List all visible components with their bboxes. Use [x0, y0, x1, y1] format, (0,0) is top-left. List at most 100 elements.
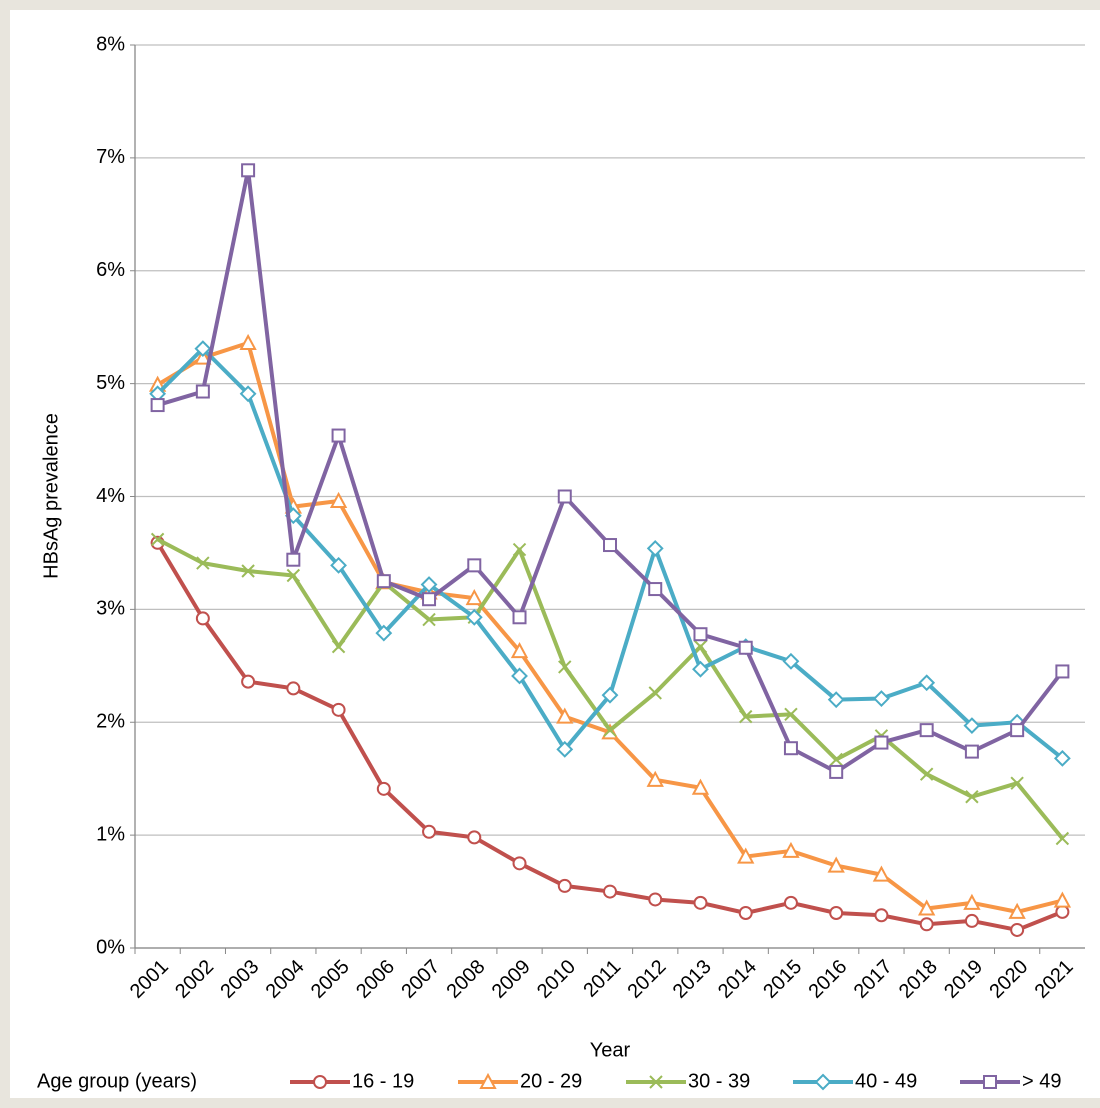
- marker: [195, 611, 210, 626]
- marker: [873, 690, 890, 707]
- marker: [691, 778, 710, 795]
- marker: [983, 1075, 997, 1089]
- marker: [1008, 902, 1026, 919]
- marker: [827, 691, 845, 709]
- marker: [964, 744, 979, 759]
- marker: [965, 790, 979, 804]
- marker: [603, 884, 617, 899]
- marker: [829, 906, 844, 921]
- marker: [739, 709, 753, 724]
- marker: [1010, 776, 1024, 790]
- marker: [1053, 749, 1071, 767]
- marker: [467, 558, 482, 573]
- y-tick-label: 4%: [96, 485, 125, 507]
- y-axis-title: HBsAg prevalence: [40, 413, 62, 579]
- marker: [467, 830, 482, 845]
- marker: [313, 1075, 327, 1089]
- marker: [601, 686, 619, 704]
- marker: [648, 686, 662, 700]
- marker: [150, 532, 165, 547]
- legend-label: 40 - 49: [855, 1070, 917, 1092]
- marker: [196, 556, 210, 570]
- marker: [331, 639, 346, 654]
- marker: [422, 612, 436, 627]
- marker: [465, 588, 483, 606]
- marker: [738, 640, 753, 655]
- marker: [827, 856, 845, 873]
- marker: [919, 723, 934, 738]
- marker: [692, 660, 709, 678]
- marker: [558, 660, 572, 674]
- marker: [376, 781, 391, 796]
- marker: [511, 667, 528, 685]
- marker: [784, 707, 798, 722]
- marker: [648, 582, 663, 597]
- marker: [649, 1075, 663, 1089]
- y-tick-label: 1%: [96, 823, 125, 845]
- marker: [150, 398, 165, 413]
- marker: [964, 913, 979, 928]
- marker: [693, 627, 708, 642]
- marker: [375, 624, 393, 642]
- marker: [195, 384, 210, 399]
- y-tick-label: 8%: [96, 33, 125, 55]
- marker: [194, 340, 212, 358]
- marker: [603, 538, 617, 553]
- marker: [872, 865, 891, 882]
- marker: [738, 906, 753, 921]
- marker: [422, 824, 437, 839]
- marker: [963, 717, 981, 735]
- marker: [241, 564, 255, 578]
- marker: [465, 608, 483, 626]
- marker: [241, 674, 256, 689]
- x-axis-title: Year: [590, 1039, 631, 1061]
- marker: [693, 895, 708, 910]
- marker: [1053, 891, 1072, 908]
- marker: [376, 574, 391, 589]
- marker: [1055, 664, 1070, 679]
- marker: [420, 576, 438, 593]
- marker: [874, 735, 889, 750]
- marker: [329, 491, 348, 509]
- marker: [556, 707, 574, 724]
- marker: [829, 764, 844, 779]
- marker: [331, 428, 346, 443]
- marker: [603, 723, 617, 737]
- marker: [1055, 904, 1070, 919]
- marker: [286, 552, 301, 567]
- marker: [1010, 922, 1025, 937]
- chart-panel: [10, 10, 1100, 1098]
- marker: [557, 489, 572, 504]
- marker: [512, 542, 527, 557]
- legend-title: Age group (years): [37, 1070, 197, 1092]
- marker: [1055, 831, 1070, 846]
- y-tick-label: 2%: [96, 711, 125, 733]
- legend-label: 20 - 29: [520, 1070, 582, 1092]
- y-tick-label: 5%: [96, 372, 125, 394]
- marker: [286, 681, 301, 696]
- legend-label: > 49: [1022, 1070, 1061, 1092]
- marker: [646, 540, 664, 557]
- y-tick-label: 6%: [96, 259, 125, 281]
- legend-label: 16 - 19: [352, 1070, 414, 1092]
- marker: [737, 847, 755, 864]
- marker: [693, 639, 708, 654]
- marker: [239, 385, 257, 403]
- marker: [782, 652, 800, 670]
- marker: [918, 674, 936, 692]
- marker: [814, 1073, 832, 1091]
- y-tick-label: 0%: [96, 936, 125, 958]
- marker: [422, 592, 437, 607]
- marker: [512, 856, 527, 871]
- marker: [286, 568, 301, 583]
- marker: [783, 895, 798, 910]
- marker: [874, 908, 889, 923]
- marker: [1010, 723, 1025, 738]
- marker: [917, 899, 936, 916]
- marker: [512, 610, 527, 625]
- marker: [331, 702, 346, 717]
- marker: [919, 767, 934, 781]
- y-tick-label: 7%: [96, 146, 125, 168]
- marker: [239, 333, 257, 350]
